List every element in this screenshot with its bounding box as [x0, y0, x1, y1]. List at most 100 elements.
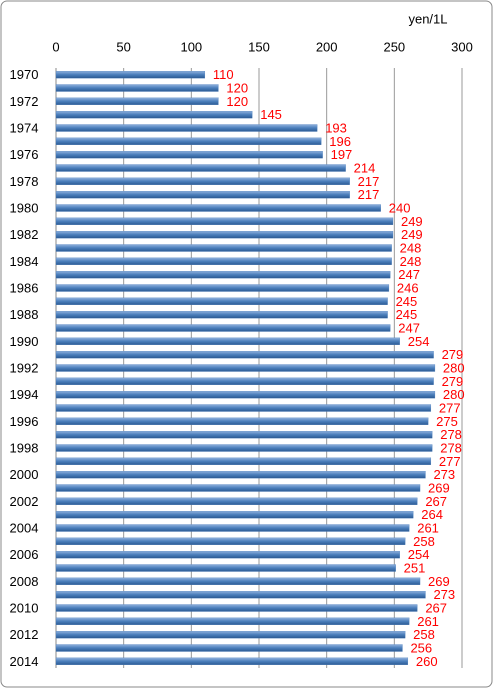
data-label: 273 [433, 467, 455, 482]
bar [55, 644, 403, 652]
data-label: 247 [398, 320, 420, 335]
data-label: 240 [389, 200, 411, 215]
bar [55, 631, 406, 639]
bar [55, 591, 426, 599]
x-tick-label: 50 [116, 39, 130, 54]
data-label: 248 [400, 240, 422, 255]
bar [55, 404, 432, 412]
bar [55, 204, 381, 212]
data-label: 267 [425, 494, 447, 509]
data-label: 264 [421, 507, 443, 522]
data-label: 273 [433, 587, 455, 602]
x-tick-label: 300 [451, 39, 473, 54]
data-label: 256 [410, 640, 432, 655]
bar [55, 417, 429, 425]
bar [55, 257, 392, 265]
data-label: 193 [325, 120, 347, 135]
y-tick-label: 2014 [10, 654, 39, 669]
y-tick-label: 1994 [10, 387, 39, 402]
data-label: 246 [397, 280, 419, 295]
bar [55, 97, 219, 105]
data-label: 251 [404, 560, 426, 575]
bar [55, 484, 421, 492]
bar [55, 177, 350, 185]
bar [55, 471, 426, 479]
bar [55, 297, 388, 305]
data-label: 277 [439, 454, 461, 469]
data-label: 275 [436, 414, 458, 429]
data-label: 261 [417, 520, 439, 535]
bar [55, 577, 421, 585]
y-tick-label: 1970 [10, 67, 39, 82]
bar [55, 191, 350, 199]
y-tick-label: 1986 [10, 280, 39, 295]
y-tick-label: 2008 [10, 574, 39, 589]
y-tick-label: 1996 [10, 414, 39, 429]
bar [55, 377, 434, 385]
data-label: 261 [417, 614, 439, 629]
bar [55, 271, 391, 279]
bar [55, 431, 433, 439]
bar [55, 511, 414, 519]
x-tick-label: 200 [316, 39, 338, 54]
bar [55, 137, 322, 145]
y-tick-label: 1974 [10, 120, 39, 135]
bar [55, 337, 400, 345]
bar [55, 457, 432, 465]
bar [55, 284, 390, 292]
bar [55, 111, 253, 119]
x-tick-label: 0 [52, 39, 59, 54]
x-tick-label: 100 [180, 39, 202, 54]
bar [55, 71, 206, 79]
y-tick-label: 2012 [10, 627, 39, 642]
data-label: 280 [443, 387, 465, 402]
data-label: 120 [226, 94, 248, 109]
y-tick-label: 2004 [10, 520, 39, 535]
y-tick-label: 1980 [10, 200, 39, 215]
bar [55, 244, 392, 252]
data-label: 245 [396, 294, 418, 309]
y-tick-label: 1984 [10, 254, 39, 269]
bar [55, 444, 433, 452]
x-tick-label: 150 [248, 39, 270, 54]
bar [55, 604, 418, 612]
bar [55, 124, 318, 132]
bar [55, 524, 410, 532]
bar [55, 657, 409, 665]
y-tick-label: 1976 [10, 147, 39, 162]
bar [55, 364, 436, 372]
bar [55, 324, 391, 332]
bar [55, 551, 400, 559]
data-label: 110 [213, 67, 234, 82]
data-label: 214 [354, 160, 376, 175]
bar [55, 391, 436, 399]
data-label: 196 [329, 134, 351, 149]
bar [55, 164, 346, 172]
data-label: 279 [442, 374, 464, 389]
y-tick-label: 1990 [10, 334, 39, 349]
bar [55, 617, 410, 625]
data-label: 278 [440, 427, 462, 442]
bar [55, 84, 219, 92]
bar [55, 497, 418, 505]
data-label: 245 [396, 307, 418, 322]
data-label: 197 [331, 147, 353, 162]
data-label: 277 [439, 400, 461, 415]
data-label: 249 [401, 214, 423, 229]
data-label: 279 [442, 347, 464, 362]
data-label: 260 [416, 654, 438, 669]
data-label: 258 [413, 534, 435, 549]
data-label: 248 [400, 254, 422, 269]
y-tick-label: 1998 [10, 440, 39, 455]
y-tick-label: 1972 [10, 94, 39, 109]
data-label: 247 [398, 267, 420, 282]
data-label: 280 [443, 360, 465, 375]
bar [55, 231, 394, 239]
unit-label: yen/1L [408, 11, 447, 26]
bar [55, 311, 388, 319]
data-label: 217 [358, 187, 380, 202]
bar [55, 537, 406, 545]
data-label: 217 [358, 174, 380, 189]
data-label: 254 [408, 547, 430, 562]
